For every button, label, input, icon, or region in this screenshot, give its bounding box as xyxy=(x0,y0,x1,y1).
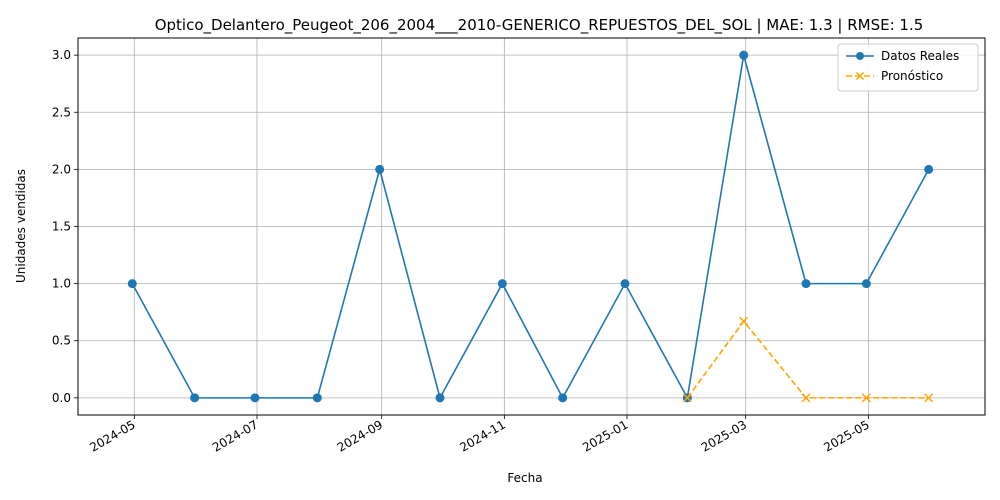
y-tick-label: 0.5 xyxy=(52,334,71,348)
series-pron-stico xyxy=(682,316,934,403)
y-tick-label: 1.5 xyxy=(52,220,71,234)
data-point xyxy=(435,393,445,403)
series-line xyxy=(131,54,930,401)
y-tick-label: 3.0 xyxy=(52,48,71,62)
data-point xyxy=(127,279,137,289)
y-tick-label: 2.0 xyxy=(52,162,71,176)
data-point xyxy=(739,50,749,60)
data-point xyxy=(739,316,749,326)
data-point xyxy=(682,393,692,403)
data-point xyxy=(924,393,934,403)
y-tick-label: 2.5 xyxy=(52,105,71,119)
data-point xyxy=(250,393,260,403)
series-layer xyxy=(127,50,934,403)
x-marker-stroke xyxy=(801,393,811,403)
data-point xyxy=(558,393,568,403)
series-datos-reales xyxy=(127,50,934,403)
legend-label: Pronóstico xyxy=(881,69,943,83)
x-marker-stroke xyxy=(682,393,692,403)
data-point xyxy=(924,164,934,174)
data-point xyxy=(312,393,322,403)
chart-title: Optico_Delantero_Peugeot_206_2004___2010… xyxy=(155,16,924,35)
data-point xyxy=(855,71,865,81)
data-point xyxy=(620,279,630,289)
data-point xyxy=(801,393,811,403)
data-point xyxy=(861,393,871,403)
y-axis-label: Unidades vendidas xyxy=(14,169,28,283)
data-point xyxy=(861,279,871,289)
y-tick-label: 0.0 xyxy=(52,391,71,405)
data-point xyxy=(190,393,200,403)
y-axis: 0.0 0.5 1.0 1.5 2.0 2.5 3.0 xyxy=(52,48,78,405)
x-marker-stroke xyxy=(861,393,871,403)
data-point xyxy=(497,279,507,289)
legend-label: Datos Reales xyxy=(881,49,959,63)
x-marker-stroke xyxy=(855,71,865,81)
data-point xyxy=(856,52,864,60)
y-tick-label: 1.0 xyxy=(52,277,71,291)
x-axis-label: Fecha xyxy=(507,471,542,485)
data-point xyxy=(801,279,811,289)
legend: Datos Reales Pronóstico xyxy=(837,43,979,92)
x-marker-stroke xyxy=(739,316,749,326)
x-marker-stroke xyxy=(924,393,934,403)
data-point xyxy=(375,164,385,174)
